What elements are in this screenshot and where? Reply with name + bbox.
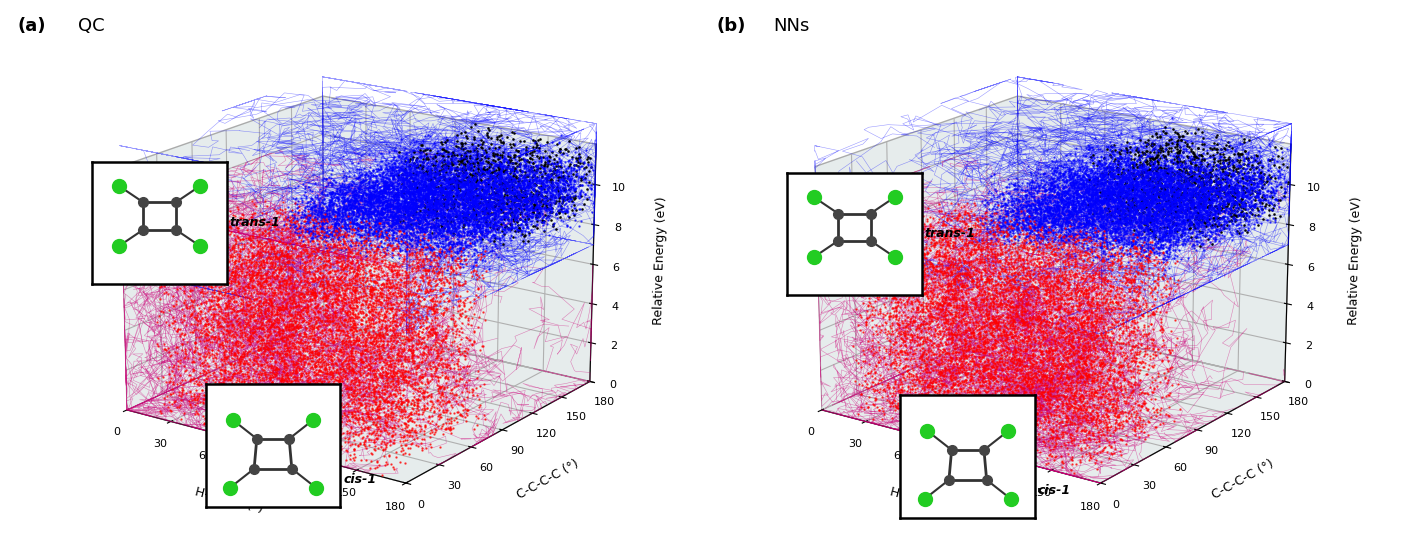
Text: cis-1: cis-1 bbox=[1038, 483, 1071, 497]
Y-axis label: C-C-C-C (°): C-C-C-C (°) bbox=[515, 457, 581, 502]
Text: QC: QC bbox=[78, 17, 105, 35]
Text: NNs: NNs bbox=[773, 17, 810, 35]
Text: cis-1: cis-1 bbox=[343, 472, 376, 486]
Text: (a): (a) bbox=[17, 17, 45, 35]
Text: (b): (b) bbox=[716, 17, 746, 35]
Text: trans-1: trans-1 bbox=[230, 216, 281, 229]
X-axis label: H-C-C-H (°): H-C-C-H (°) bbox=[888, 486, 959, 516]
X-axis label: H-C-C-H (°): H-C-C-H (°) bbox=[193, 486, 264, 516]
Text: trans-1: trans-1 bbox=[925, 227, 976, 241]
Y-axis label: C-C-C-C (°): C-C-C-C (°) bbox=[1210, 457, 1276, 502]
